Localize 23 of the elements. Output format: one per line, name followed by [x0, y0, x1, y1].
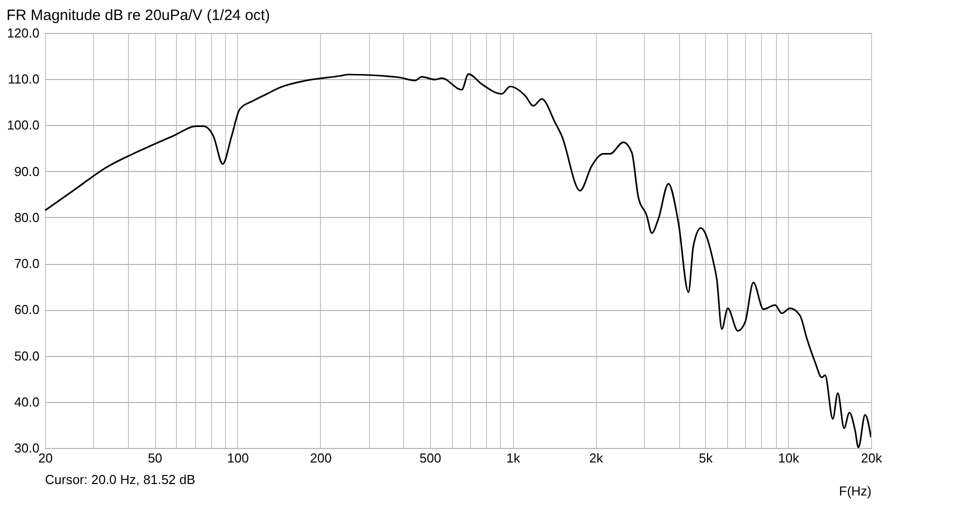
- text: Cursor: 20.0 Hz, 81.52 dB: [45, 472, 196, 487]
- y-tick-label: 90.0: [14, 164, 40, 179]
- y-tick-label: 60.0: [14, 302, 40, 318]
- x-tick-label: 5k: [698, 450, 714, 466]
- x-tick-label: 500: [420, 450, 442, 466]
- x-tick-label: 100: [227, 450, 249, 466]
- chart-title: FR Magnitude dB re 20uPa/V (1/24 oct): [6, 7, 270, 24]
- y-tick-label: 50.0: [14, 348, 40, 364]
- x-tick-label: 20k: [861, 450, 882, 466]
- y-tick-label: 40.0: [14, 394, 40, 410]
- y-tick-label: 100.0: [6, 118, 40, 133]
- x-tick-label: 2k: [589, 450, 604, 466]
- y-tick-label: 30.0: [14, 440, 40, 456]
- y-tick-label: 80.0: [14, 210, 40, 225]
- x-tick-label: 50: [148, 450, 162, 466]
- x-tick-label: 20: [38, 450, 53, 466]
- y-tick-label: 70.0: [14, 256, 40, 272]
- x-axis-title: F(Hz): [839, 484, 872, 498]
- y-tick-label: 120.0: [6, 26, 40, 40]
- x-tick-label: 1k: [506, 450, 521, 466]
- y-tick-label: 110.0: [8, 72, 40, 87]
- x-tick-label: 200: [310, 450, 332, 466]
- x-tick-label: 10k: [778, 450, 800, 466]
